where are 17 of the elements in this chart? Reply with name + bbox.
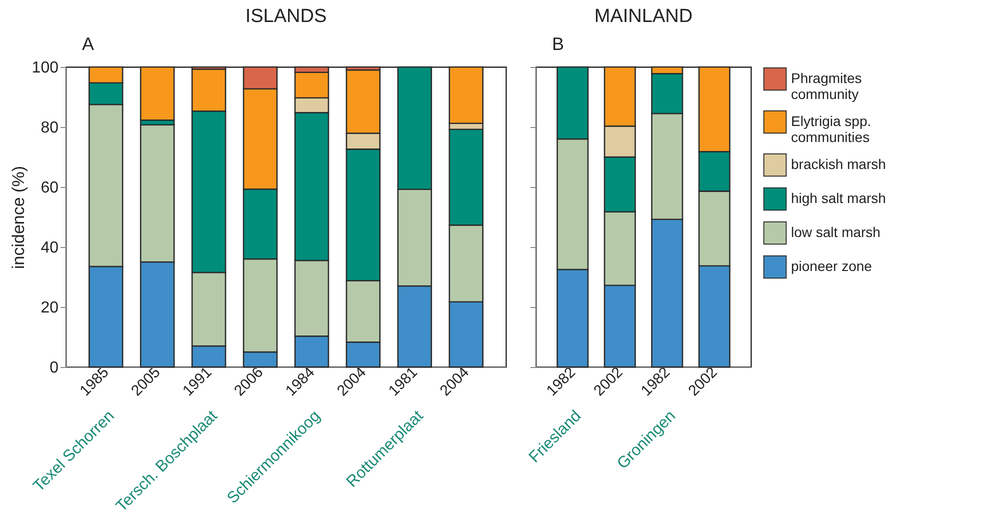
chart-title: MAINLAND bbox=[594, 6, 693, 27]
legend-label: low salt marsh bbox=[791, 224, 880, 240]
legend-label: high salt marsh bbox=[791, 190, 886, 206]
y-tick-label: 0 bbox=[50, 360, 59, 376]
y-axis-title: incidence (%) bbox=[8, 166, 28, 269]
chart-title: ISLANDS bbox=[245, 6, 327, 27]
y-tick-label: 80 bbox=[40, 120, 59, 136]
legend-label: Phragmites community bbox=[791, 70, 862, 102]
legend-label: brackish marsh bbox=[791, 156, 886, 172]
y-tick-label: 20 bbox=[40, 300, 59, 316]
y-tick-label: 40 bbox=[40, 240, 59, 256]
text: B bbox=[552, 34, 564, 54]
legend-label: pioneer zone bbox=[791, 258, 872, 274]
y-tick-label: 60 bbox=[40, 180, 59, 196]
legend-label: Elytrigia spp. communities bbox=[791, 113, 872, 145]
y-tick-label: 100 bbox=[32, 60, 59, 76]
text: A bbox=[82, 34, 94, 54]
